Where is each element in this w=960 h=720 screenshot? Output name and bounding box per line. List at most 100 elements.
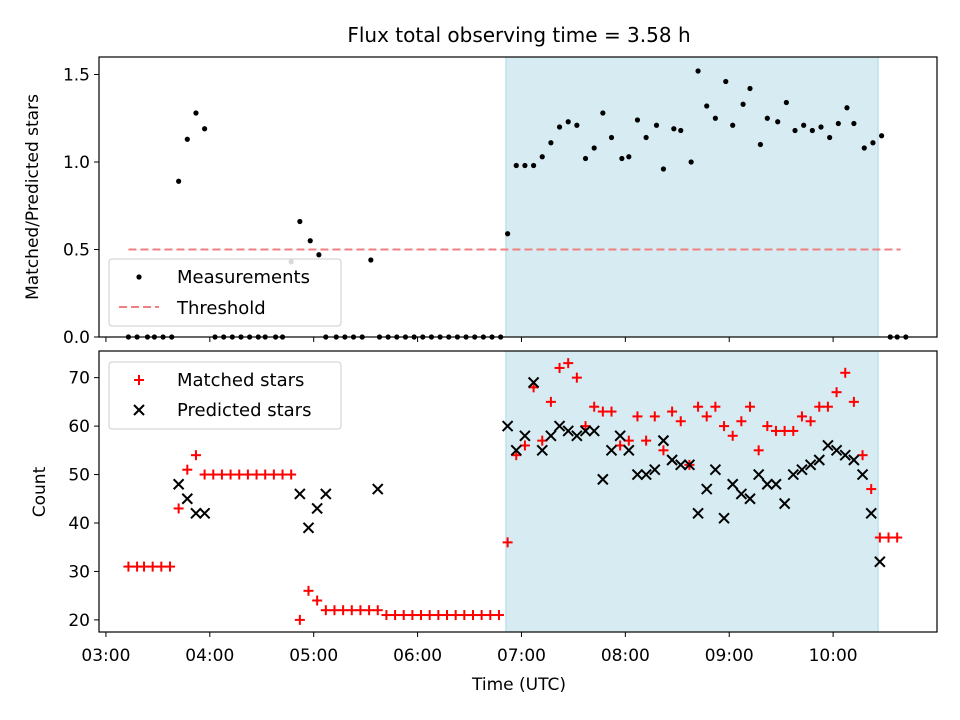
legend-predicted-marker <box>133 404 145 416</box>
x-stroke <box>683 459 696 471</box>
x-stroke <box>320 488 332 500</box>
x-stroke <box>623 444 635 457</box>
bottom-y-tick-label: 40 <box>68 514 90 534</box>
x-stroke <box>839 449 851 461</box>
measurement-point <box>827 134 833 141</box>
x-stroke <box>830 444 843 457</box>
bottom-y-axis: 20 30 40 50 60 70 <box>68 369 99 631</box>
measurement-point <box>809 127 815 134</box>
matched-star-point <box>476 610 487 621</box>
matched-star-point <box>580 421 591 432</box>
measurement-point <box>626 154 632 160</box>
matched-star-point <box>182 464 193 475</box>
top-y-axis-label: Matched/Predicted stars <box>23 94 43 300</box>
matched-star-point <box>242 469 253 480</box>
measurement-point <box>870 140 876 146</box>
measurement-point <box>730 122 736 128</box>
x-stroke <box>744 493 756 505</box>
x-stroke <box>718 512 730 524</box>
matched-star-point <box>840 367 851 378</box>
bottom-y-tick-label: 30 <box>68 562 90 582</box>
x-stroke <box>778 497 791 510</box>
bottom-legend-box <box>108 361 342 430</box>
predicted-star-point <box>778 497 791 510</box>
predicted-star-point <box>874 556 886 568</box>
matched-star-point <box>632 411 643 422</box>
predicted-star-point <box>856 468 869 481</box>
predicted-star-point <box>311 502 323 515</box>
matched-star-point <box>641 435 652 446</box>
predicted-star-point <box>822 439 834 452</box>
predicted-star-point <box>597 473 609 486</box>
predicted-star-point <box>839 449 851 461</box>
measurement-point <box>653 122 660 128</box>
bottom-y-tick-label: 20 <box>68 611 90 631</box>
measurement-point <box>643 134 649 141</box>
predicted-star-point <box>683 459 696 471</box>
measurement-point <box>818 124 824 130</box>
x-stroke <box>856 468 869 481</box>
measurement-point <box>176 178 182 184</box>
bottom-observing-span <box>505 350 879 633</box>
predicted-star-point <box>623 444 635 457</box>
matched-star-point <box>805 416 816 427</box>
predicted-star-point <box>320 488 332 500</box>
x-stroke <box>822 439 834 452</box>
matched-star-point <box>762 421 773 432</box>
predicted-star-point <box>579 425 592 437</box>
measurement-point <box>556 124 563 130</box>
predicted-star-point <box>640 468 652 481</box>
predicted-star-point <box>614 430 626 442</box>
legend-predicted-label: Predicted stars <box>177 400 311 421</box>
measurement-point <box>548 140 554 146</box>
measurement-point <box>740 101 746 107</box>
predicted-star-point <box>718 512 730 524</box>
predicted-star-point <box>553 420 566 432</box>
measurement-point <box>184 136 190 142</box>
x-stroke <box>735 488 748 500</box>
measurement-point <box>513 162 519 169</box>
matched-star-point <box>381 610 392 621</box>
matched-star-point <box>277 469 288 480</box>
predicted-star-point <box>510 444 522 457</box>
matched-star-point <box>251 469 262 480</box>
x-stroke <box>666 454 678 466</box>
matched-star-point <box>883 532 894 543</box>
predicted-star-point <box>666 454 678 466</box>
measurement-point <box>747 85 753 92</box>
x-stroke <box>562 425 574 437</box>
legend-threshold-label: Threshold <box>176 298 266 319</box>
matched-star-point <box>658 445 669 456</box>
bottom-y-tick-label: 60 <box>68 417 90 437</box>
measurement-point <box>582 155 589 162</box>
matched-star-point <box>563 358 574 369</box>
matched-star-point <box>329 605 340 616</box>
matched-star-point <box>372 605 383 616</box>
matched-star-point <box>398 610 409 621</box>
bottom-legend: Matched stars Predicted stars <box>108 361 342 430</box>
x-stroke <box>787 468 800 481</box>
predicted-star-point <box>294 488 306 500</box>
measurement-point <box>530 162 537 169</box>
matched-star-point <box>796 411 807 422</box>
matched-star-point <box>407 610 418 621</box>
matched-star-point <box>831 387 842 398</box>
matched-star-point <box>649 411 660 422</box>
x-stroke <box>649 463 661 476</box>
matched-star-point <box>190 450 201 461</box>
x-stroke <box>692 507 704 520</box>
bottom-y-tick-label: 50 <box>68 466 90 486</box>
x-stroke <box>752 468 765 481</box>
measurement-point <box>565 119 571 125</box>
matched-star-point <box>502 537 513 548</box>
predicted-star-point <box>787 468 800 481</box>
matched-star-point <box>225 469 236 480</box>
predicted-star-point <box>709 463 722 476</box>
predicted-star-point <box>181 493 194 505</box>
x-stroke <box>172 478 185 490</box>
legend-matched-label: Matched stars <box>177 370 304 391</box>
matched-star-point <box>234 469 245 480</box>
matched-star-point <box>338 605 349 616</box>
x-stroke <box>519 430 531 442</box>
matched-star-point <box>390 610 401 621</box>
